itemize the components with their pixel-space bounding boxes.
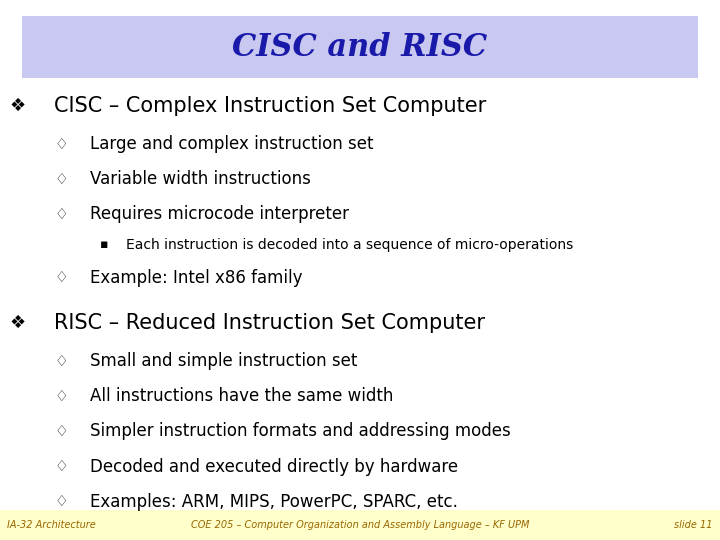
- Text: IA-32 Architecture: IA-32 Architecture: [7, 520, 96, 530]
- FancyBboxPatch shape: [0, 510, 720, 540]
- Text: Simpler instruction formats and addressing modes: Simpler instruction formats and addressi…: [90, 422, 510, 441]
- Text: slide 11: slide 11: [675, 520, 713, 530]
- Text: CISC – Complex Instruction Set Computer: CISC – Complex Instruction Set Computer: [54, 96, 486, 116]
- Text: ❖: ❖: [10, 97, 26, 115]
- Text: Each instruction is decoded into a sequence of micro-operations: Each instruction is decoded into a seque…: [126, 238, 573, 252]
- Text: ♢: ♢: [55, 137, 68, 152]
- Text: Example: Intel x86 family: Example: Intel x86 family: [90, 268, 302, 287]
- Text: ♢: ♢: [55, 270, 68, 285]
- Text: ♢: ♢: [55, 207, 68, 222]
- Text: ▪: ▪: [100, 238, 109, 251]
- Text: Requires microcode interpreter: Requires microcode interpreter: [90, 205, 349, 224]
- Text: Variable width instructions: Variable width instructions: [90, 170, 311, 188]
- Text: RISC – Reduced Instruction Set Computer: RISC – Reduced Instruction Set Computer: [54, 313, 485, 333]
- Text: Decoded and executed directly by hardware: Decoded and executed directly by hardwar…: [90, 457, 458, 476]
- Text: CISC and RISC: CISC and RISC: [233, 32, 487, 63]
- Text: Examples: ARM, MIPS, PowerPC, SPARC, etc.: Examples: ARM, MIPS, PowerPC, SPARC, etc…: [90, 492, 458, 511]
- Text: ❖: ❖: [10, 314, 26, 332]
- Text: ♢: ♢: [55, 172, 68, 187]
- Text: All instructions have the same width: All instructions have the same width: [90, 387, 393, 406]
- Text: ♢: ♢: [55, 494, 68, 509]
- Text: Large and complex instruction set: Large and complex instruction set: [90, 135, 374, 153]
- Text: Small and simple instruction set: Small and simple instruction set: [90, 352, 357, 370]
- Text: ♢: ♢: [55, 459, 68, 474]
- Text: ♢: ♢: [55, 389, 68, 404]
- Text: COE 205 – Computer Organization and Assembly Language – KF UPM: COE 205 – Computer Organization and Asse…: [191, 520, 529, 530]
- Text: ♢: ♢: [55, 354, 68, 369]
- Text: ♢: ♢: [55, 424, 68, 439]
- FancyBboxPatch shape: [22, 16, 698, 78]
